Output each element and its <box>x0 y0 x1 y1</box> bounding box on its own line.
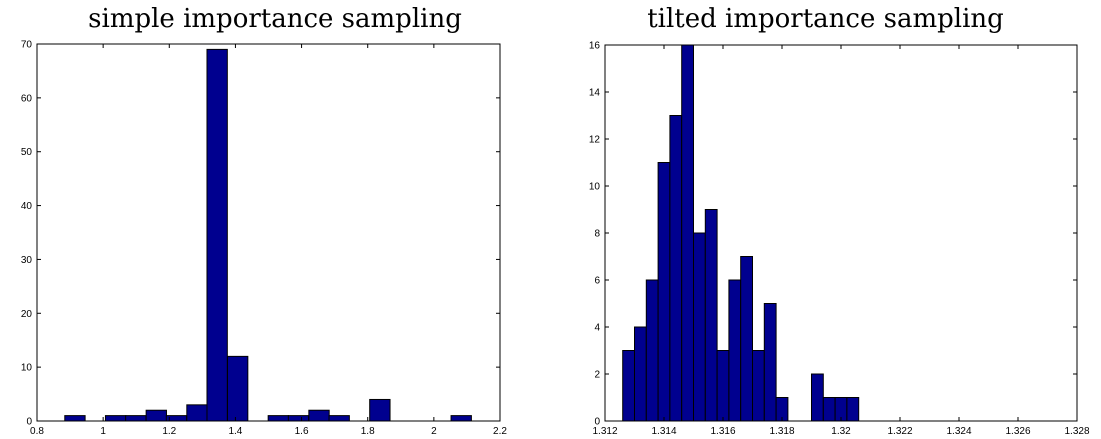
histogram-bar <box>645 279 659 422</box>
histogram-bar <box>634 326 647 422</box>
right-chart-panel: tilted importance sampling 1.312 1.314 1.3… <box>550 0 1101 439</box>
y-tick-label: 0 <box>594 417 600 428</box>
x-tick-label: 1.2 <box>162 426 176 437</box>
x-tick-label: 2 <box>431 426 437 437</box>
x-tick-label: 1.312 <box>592 426 617 437</box>
y-tick-label: 8 <box>594 229 600 240</box>
histogram-bar <box>267 415 290 422</box>
histogram-bar <box>104 415 127 422</box>
y-tick-label: 30 <box>21 255 33 266</box>
x-tick-label: 1.322 <box>887 426 912 437</box>
y-tick-label: 40 <box>21 201 33 212</box>
histogram-bar <box>287 415 310 422</box>
x-tick-label: 1.6 <box>295 426 309 437</box>
histogram-bar <box>728 279 742 422</box>
histogram-bar <box>740 256 753 422</box>
histogram-bar <box>450 415 472 422</box>
x-tick-label: 1.314 <box>651 426 676 437</box>
y-tick-label: 70 <box>21 40 33 51</box>
histogram-bar <box>226 355 249 422</box>
histogram-bar <box>716 350 730 422</box>
x-tick-label: 2.2 <box>493 426 507 437</box>
histogram-bar <box>822 397 836 422</box>
histogram-bar <box>206 48 228 422</box>
x-tick-label: 1.328 <box>1064 426 1089 437</box>
x-tick-label: 1.4 <box>228 426 242 437</box>
y-tick-label: 4 <box>594 323 600 334</box>
y-tick-label: 20 <box>21 309 33 320</box>
histogram-bar <box>186 404 208 422</box>
y-tick-label: 0 <box>26 417 32 428</box>
histogram-bar <box>657 162 671 422</box>
y-tick-label: 14 <box>589 88 601 99</box>
histogram-bar <box>704 209 718 422</box>
histogram-bar <box>846 397 860 422</box>
histogram-bar <box>669 115 683 422</box>
histogram-bar <box>752 350 765 422</box>
histogram-bar <box>369 398 391 422</box>
y-tick-label: 16 <box>589 41 601 52</box>
histogram-bar <box>811 373 824 422</box>
y-tick-label: 10 <box>589 182 601 193</box>
y-tick-label: 10 <box>21 363 33 374</box>
y-tick-label: 50 <box>21 147 33 158</box>
y-tick-label: 2 <box>594 370 600 381</box>
histogram-bar <box>681 44 694 422</box>
histogram-bar <box>763 303 777 422</box>
histogram-simple: 0.8 1 1.2 1.4 1.6 1.8 2 2.2 0 10 20 30 40 50 60 70 <box>21 40 508 438</box>
x-tick-label: 1.324 <box>946 426 971 437</box>
x-tick-label: 1.318 <box>769 426 794 437</box>
x-tick-label: 0.8 <box>30 426 44 437</box>
y-tick-label: 12 <box>589 135 601 146</box>
chart-title: simple importance sampling <box>88 4 462 34</box>
histogram-tilted: 1.312 1.314 1.316 1.318 1.32 1.322 1.324 1.326 1… <box>589 41 1090 438</box>
chart-title: tilted importance sampling <box>647 4 1004 34</box>
plot-frame <box>36 43 501 422</box>
histogram-bar <box>308 409 330 422</box>
left-chart-panel: simple importance sampling 0.8 1 1.2 1.4 1.6… <box>0 0 550 439</box>
y-tick-label: 6 <box>594 276 600 287</box>
y-tick-label: 60 <box>21 93 33 104</box>
histogram-bar <box>64 415 86 422</box>
histogram-bar <box>693 232 706 422</box>
x-tick-label: 1.8 <box>361 426 375 437</box>
histogram-bar <box>145 409 167 422</box>
x-tick-label: 1.326 <box>1005 426 1030 437</box>
histogram-bar <box>328 415 350 422</box>
x-tick-label: 1 <box>100 426 106 437</box>
histogram-bar <box>125 415 147 422</box>
histogram-bar <box>622 350 635 422</box>
x-tick-label: 1.316 <box>710 426 735 437</box>
x-tick-label: 1.32 <box>831 426 851 437</box>
